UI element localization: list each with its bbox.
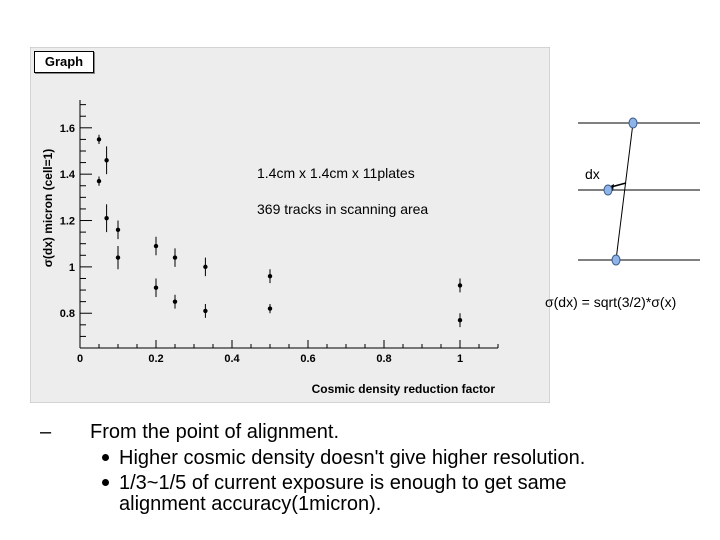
y-tick-label: 1.2: [60, 216, 75, 228]
y-tick-label: 1.6: [60, 123, 75, 135]
data-points: [96, 134, 463, 328]
data-point: [115, 227, 121, 232]
hit-middle: [603, 184, 613, 196]
data-point: [96, 137, 102, 142]
x-axis-label: Cosmic density reduction factor: [312, 382, 496, 396]
data-point: [115, 255, 121, 260]
x-tick-label: 0.8: [376, 353, 391, 365]
x-tick-label: 0.2: [148, 353, 163, 365]
y-tick-label: 0.8: [60, 308, 75, 320]
bullet-list: – From the point of alignment. Higher co…: [40, 420, 710, 515]
sigma-formula: σ(dx) = sqrt(3/2)*σ(x): [545, 294, 677, 310]
y-tick-label: 1: [69, 262, 75, 274]
data-point: [457, 317, 463, 323]
data-point: [153, 243, 159, 249]
x-tick-label: 1: [457, 353, 463, 365]
sub-bullet-1-text: Higher cosmic density doesn't give highe…: [119, 447, 586, 469]
bullet-dot: [102, 454, 109, 461]
hit-top: [628, 117, 638, 129]
y-tick-label: 1.4: [60, 169, 76, 181]
bullet-main-text: From the point of alignment.: [90, 421, 340, 443]
x-tick-label: 0.4: [224, 353, 240, 365]
tracks-annotation: 369 tracks in scanning area: [257, 201, 429, 217]
x-tick-label: 0: [77, 353, 83, 365]
data-point: [104, 216, 109, 221]
bullet-dot: [102, 479, 109, 486]
data-point: [267, 273, 273, 279]
graph-panel: [30, 47, 550, 403]
geometry-annotation: 1.4cm x 1.4cm x 11plates: [257, 165, 415, 181]
data-point: [457, 283, 463, 288]
data-point: [172, 299, 178, 304]
track-line: [615, 122, 634, 261]
data-point: [267, 306, 273, 311]
data-point: [153, 285, 159, 290]
data-point: [172, 255, 178, 260]
dash-marker: –: [40, 421, 52, 443]
axes: 0 0.2 0.4 0.6 0.8 1 0.8 1 1.2 1.4 1.6: [60, 100, 499, 365]
data-point: [104, 158, 109, 163]
sub-bullet-1: Higher cosmic density doesn't give highe…: [40, 448, 639, 469]
hit-bottom: [611, 254, 621, 266]
data-point: [96, 178, 102, 184]
bullet-main: – From the point of alignment.: [40, 420, 710, 444]
graph-tab[interactable]: Graph: [34, 51, 94, 73]
dx-label: dx: [585, 166, 600, 182]
x-tick-label: 0.6: [300, 353, 315, 365]
sub-bullet-2-text: 1/3~1/5 of current exposure is enough to…: [119, 472, 567, 515]
data-point: [203, 308, 208, 314]
sub-bullet-2: 1/3~1/5 of current exposure is enough to…: [40, 473, 639, 515]
data-point: [203, 264, 208, 270]
y-axis-label: σ(dx) micron (cell=1): [41, 149, 55, 268]
